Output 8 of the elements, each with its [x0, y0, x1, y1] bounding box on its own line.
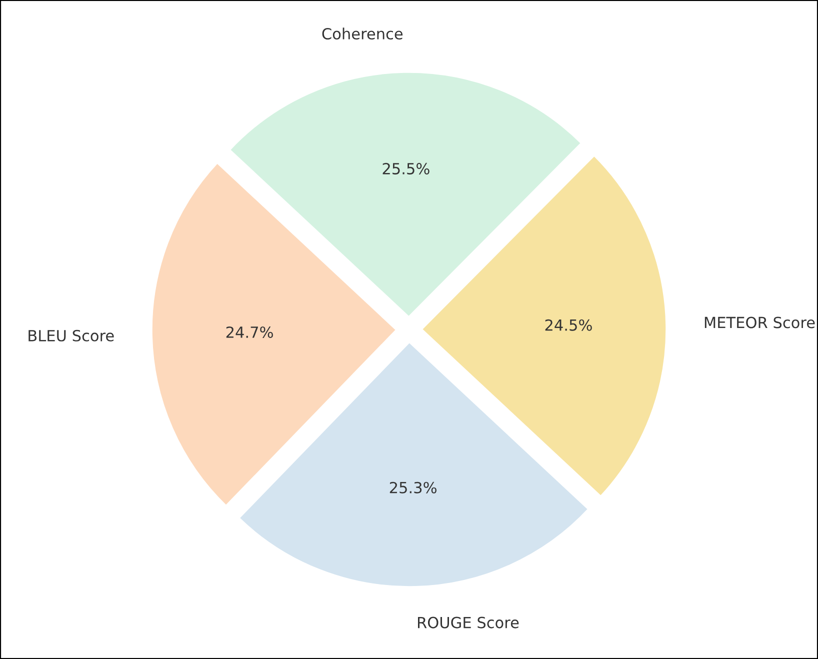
slice-label: BLEU Score: [28, 330, 114, 342]
data-label: 24.7%: [226, 326, 273, 338]
data-label: 24.5%: [545, 319, 592, 331]
slice-label: Coherence: [322, 28, 403, 40]
data-label: 25.3%: [390, 482, 436, 494]
slice-label: METEOR Score: [704, 316, 815, 328]
data-label: 25.5%: [382, 162, 430, 174]
slice-label: ROUGE Score: [418, 616, 519, 628]
